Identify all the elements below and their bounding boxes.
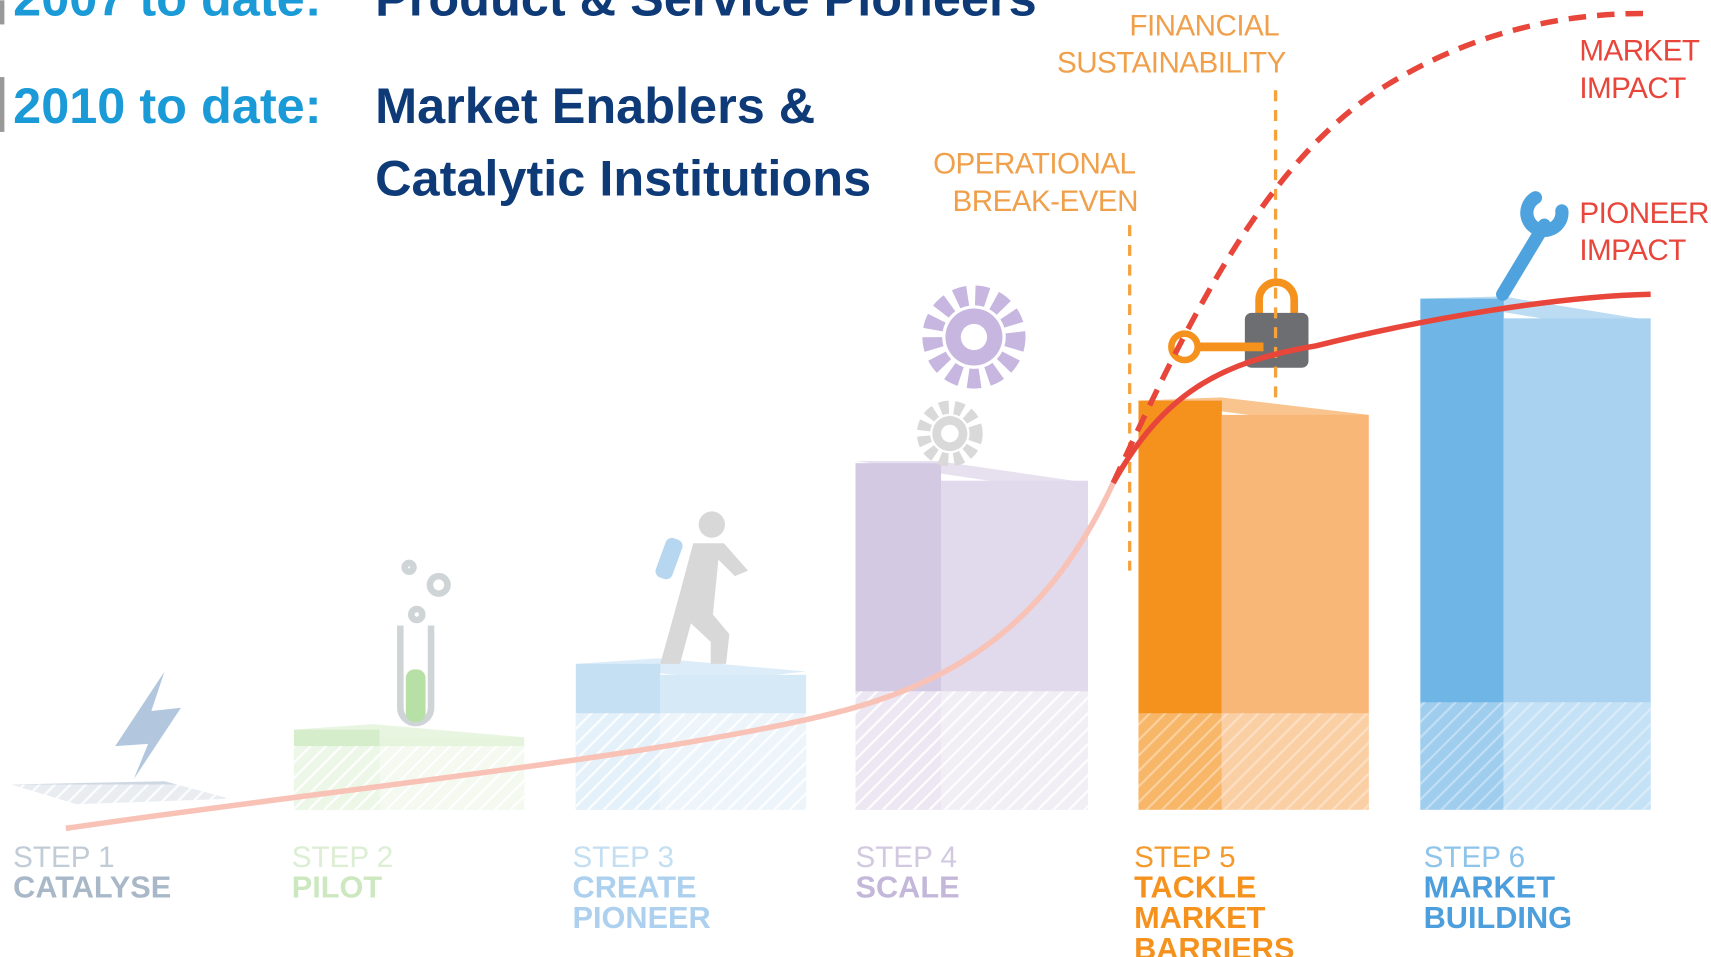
annotation: PIONEER [1579,197,1709,230]
block-2 [294,724,524,810]
step-name: PIONEER [573,900,711,935]
annotation: IMPACT [1579,72,1686,105]
annotation: SUSTAINABILITY [1057,47,1287,80]
header-bar [0,0,4,24]
page: 2007 to date: Product & Service Pioneers… [0,0,1711,957]
step-name: BARRIERS [1134,931,1294,957]
lightning-icon [115,672,181,779]
annotation: BREAK-EVEN [953,185,1138,218]
wrench-icon [1503,198,1562,295]
header-label: Catalytic Institutions [375,150,871,207]
annotation: MARKET [1579,35,1700,68]
step-name: BUILDING [1424,900,1572,935]
header-label: Product & Service Pioneers [375,0,1037,27]
block-3 [576,658,806,809]
hiker-icon [654,511,748,663]
annotation: IMPACT [1579,234,1686,267]
block-6 [1420,296,1650,809]
annotation: FINANCIAL [1129,9,1279,42]
step-name: SCALE [856,869,960,904]
header-bar [0,77,4,132]
infographic: 2007 to date: Product & Service Pioneers… [0,0,1711,957]
step-name: PILOT [292,869,383,904]
block-5 [1138,397,1368,809]
tube-liquid [406,669,426,722]
header-label: Market Enablers & [375,77,815,134]
gear-icon [924,295,1016,460]
period: 2007 to date: [13,0,321,27]
step-name: CATALYSE [13,869,171,904]
annotation: OPERATIONAL [933,148,1135,181]
period: 2010 to date: [13,77,321,134]
block-1 [11,781,230,806]
block-4 [856,461,1089,810]
